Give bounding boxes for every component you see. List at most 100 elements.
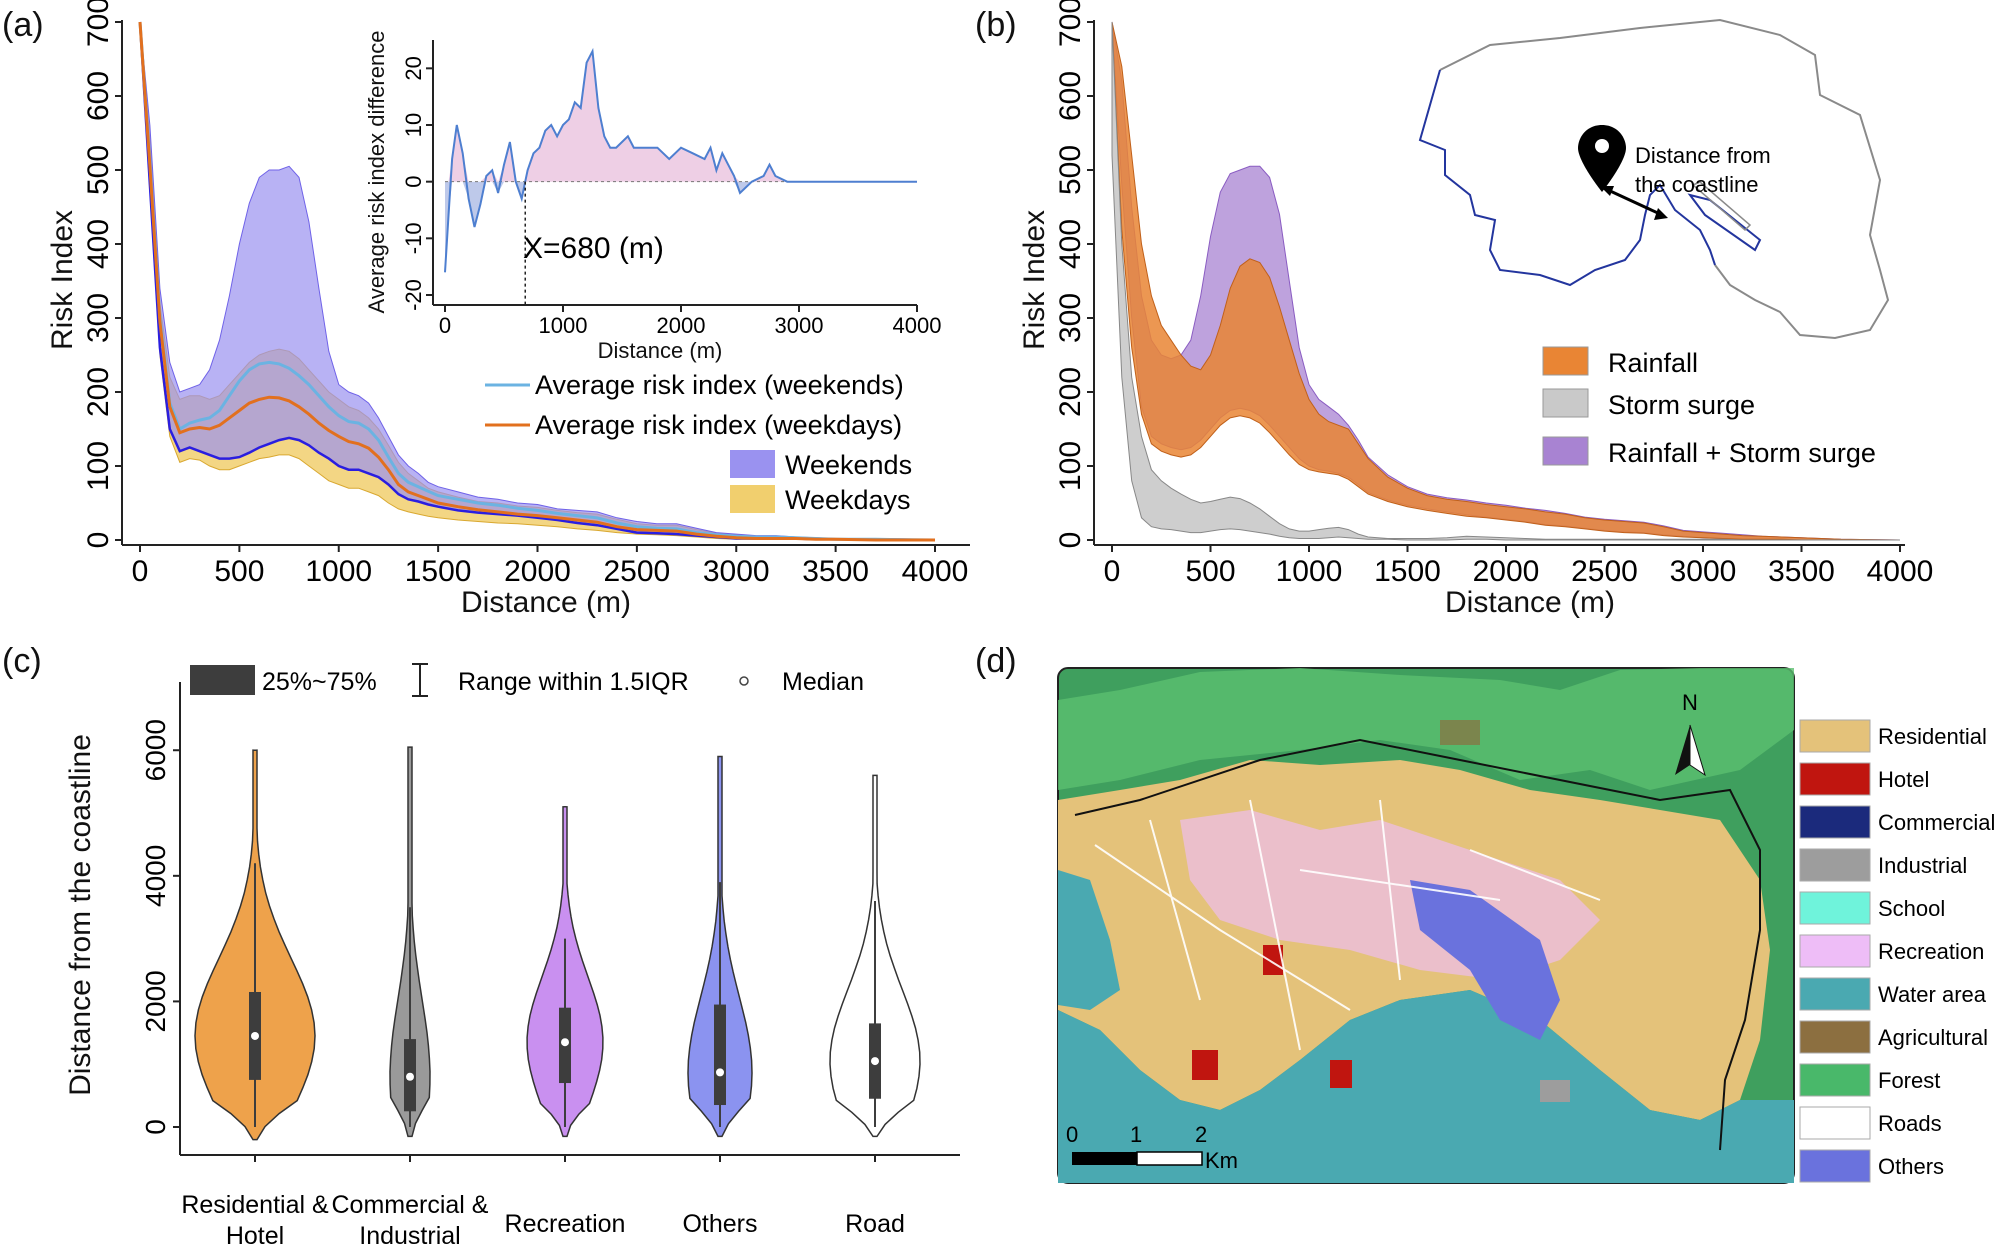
y-tick-label: 0 — [82, 532, 115, 549]
legend-label-storm-surge: Storm surge — [1608, 390, 1755, 420]
legend-box-label: 25%~75% — [262, 668, 377, 696]
legend-swatch — [1799, 977, 1871, 1011]
map-hotel-block-2 — [1330, 1060, 1352, 1088]
scale-label-2: 2 — [1195, 1122, 1207, 1147]
x-tick-label: 4000 — [1867, 555, 1934, 588]
panel-b-letter: (b) — [975, 6, 1017, 44]
panel-b-xlabel: Distance (m) — [1445, 586, 1615, 619]
panel-a-letter: (a) — [2, 6, 44, 44]
panel-b-legend: Rainfall Storm surge Rainfall + Storm su… — [1542, 346, 1876, 468]
scale-unit: Km — [1205, 1148, 1238, 1173]
legend-swatch — [1799, 762, 1871, 796]
category-label: Commercial & — [332, 1191, 489, 1219]
x-tick-label: 3000 — [703, 555, 770, 588]
y-tick-label: 4000 — [140, 845, 171, 907]
inset-positive-area — [445, 51, 917, 182]
violin-median — [406, 1072, 414, 1081]
y-tick-label: 6000 — [140, 719, 171, 781]
map-water-area — [1058, 990, 1794, 1183]
legend-label: Recreation — [1878, 939, 1984, 964]
y-tick-label: -20 — [401, 279, 426, 311]
category-label: Others — [682, 1210, 757, 1238]
category-label: Industrial — [359, 1222, 460, 1248]
panel-c-ylabel: Distance from the coastline — [64, 734, 97, 1096]
inset-xlabel: Distance (m) — [598, 338, 723, 363]
y-tick-label: 500 — [82, 145, 115, 195]
map-roads — [1094, 799, 1601, 1051]
panel-a-ticks: 0 500 1000 1500 2000 2500 3000 3500 400001002003… — [82, 0, 968, 588]
y-tick-label: 100 — [1054, 441, 1087, 491]
panel-b-ticks: 0 500 1000 1500 2000 2500 3000 3500 4000 0 100 200 3… — [1054, 0, 1933, 588]
x-tick-label: 2500 — [604, 555, 671, 588]
legend-swatch-combined — [1542, 436, 1589, 466]
panel-c-letter: (c) — [2, 642, 42, 680]
inset-ticks: 0 1000 2000 3000 4000 -20 -10 0 10 20 — [401, 56, 941, 338]
scale-bar: 0 1 2 Km — [1066, 1122, 1238, 1173]
legend-label: Forest — [1878, 1068, 1940, 1093]
panel-a-plot — [138, 21, 936, 542]
map-label-line1: Distance from — [1635, 143, 1771, 168]
legend-range-label: Range within 1.5IQR — [458, 668, 689, 696]
x-tick-label: 1500 — [405, 555, 472, 588]
map-industrial-block — [1540, 1080, 1570, 1102]
violin-median — [871, 1057, 879, 1066]
y-tick-label: 700 — [1054, 0, 1087, 47]
panel-c-legend: 25%~75% Range within 1.5IQR Median — [190, 663, 864, 697]
category-label: Road — [845, 1210, 905, 1238]
y-tick-label: 600 — [1054, 71, 1087, 121]
panel-b-plot — [1111, 21, 1901, 541]
x-tick-label: 3000 — [1670, 555, 1737, 588]
legend-box-swatch — [190, 665, 255, 695]
legend-label: Roads — [1878, 1111, 1942, 1136]
y-tick-label: 20 — [401, 56, 426, 80]
line-avg-weekdays — [138, 21, 935, 542]
category-label: Residential & — [181, 1191, 329, 1219]
x-tick-label: 500 — [1185, 555, 1235, 588]
y-tick-label: 2000 — [140, 970, 171, 1032]
panel-d: (d) N 0 1 — [975, 642, 1995, 1184]
y-tick-label: 10 — [401, 113, 426, 137]
inset-plot — [444, 47, 917, 305]
map-pier-outline — [1691, 181, 1752, 232]
panel-a-inset: 0 1000 2000 3000 4000 -20 -10 0 10 20 Average ris… — [364, 31, 941, 363]
panel-a-ylabel: Risk Index — [46, 210, 79, 350]
panel-d-letter: (d) — [975, 642, 1017, 680]
y-tick-label: 200 — [1054, 367, 1087, 417]
legend-label: Others — [1878, 1154, 1944, 1179]
legend-label: Hotel — [1878, 767, 1929, 792]
x-tick-label: 1000 — [539, 313, 588, 338]
legend-swatch — [1799, 848, 1871, 882]
y-tick-label: -10 — [401, 222, 426, 254]
y-tick-label: 200 — [82, 367, 115, 417]
legend-swatch — [1799, 934, 1871, 968]
north-arrow-icon — [1675, 724, 1706, 777]
scale-label-1: 1 — [1130, 1122, 1142, 1147]
map-hotel-block-1 — [1192, 1050, 1218, 1080]
legend-swatch — [1799, 1149, 1871, 1183]
x-tick-label: 2000 — [504, 555, 571, 588]
legend-swatch — [1799, 719, 1871, 753]
y-tick-label: 400 — [1054, 219, 1087, 269]
north-label: N — [1682, 690, 1698, 715]
legend-swatch-weekends — [730, 450, 775, 478]
x-tick-label: 2500 — [1571, 555, 1638, 588]
map-forest-area — [1058, 668, 1794, 790]
x-tick-label: 0 — [132, 555, 149, 588]
y-tick-label: 300 — [82, 293, 115, 343]
x-tick-label: 4000 — [902, 555, 969, 588]
legend-label-avg-weekends: Average risk index (weekends) — [535, 370, 904, 400]
coastline-map: Distance from the coastline — [1418, 18, 1890, 340]
location-pin-icon — [1578, 125, 1626, 192]
legend-swatch — [1799, 1020, 1871, 1054]
y-tick-label: 600 — [82, 71, 115, 121]
panel-c-ticks: 0 2000 4000 6000 — [140, 719, 180, 1135]
map-agricultural-block — [1440, 720, 1480, 745]
inset-threshold-annotation: X=680 (m) — [523, 232, 664, 265]
distance-arrow-head-start — [1600, 186, 1614, 196]
y-tick-label: 100 — [82, 441, 115, 491]
legend-swatch-weekdays — [730, 485, 775, 513]
x-tick-label: 4000 — [893, 313, 942, 338]
map-runway — [1410, 880, 1560, 1040]
legend-range-icon — [412, 663, 428, 697]
x-tick-label: 0 — [439, 313, 451, 338]
